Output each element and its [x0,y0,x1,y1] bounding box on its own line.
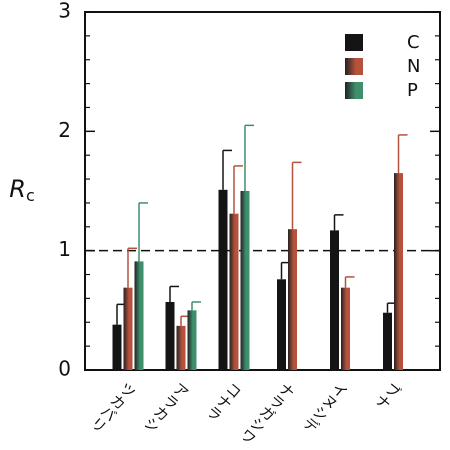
bar [112,324,122,370]
bar [123,287,133,370]
bar [288,229,297,370]
legend-swatch [345,34,363,51]
bar [229,213,239,370]
y-tick-label: 1 [58,237,71,261]
bar [134,261,144,370]
bar [218,189,228,370]
y-tick-label: 3 [58,0,71,23]
legend-label: P [407,80,418,101]
bar [165,301,175,370]
legend-label: C [407,32,420,53]
legend-swatch [345,58,363,75]
bar [240,191,250,370]
x-tick-label: ナラガシワ [236,379,298,448]
y-tick-label: 0 [58,357,71,381]
x-tick-label: ツカバリ [87,379,139,437]
x-tick-label: コナラ [202,379,245,425]
bar [341,287,350,370]
y-axis-label: Rc [9,175,34,205]
legend-label: N [407,56,420,77]
bar [383,312,392,370]
x-tick-label: ブナ [371,379,404,414]
x-tick-label: アラカシ [140,379,192,437]
x-tick-label: イヌシデ [299,379,351,437]
bar [176,325,186,370]
bar [187,310,197,370]
bar [394,173,403,370]
bar [277,279,286,370]
plot-frame [84,11,441,371]
y-tick-label: 2 [58,118,71,142]
bar [330,230,339,370]
legend-swatch [345,82,363,99]
